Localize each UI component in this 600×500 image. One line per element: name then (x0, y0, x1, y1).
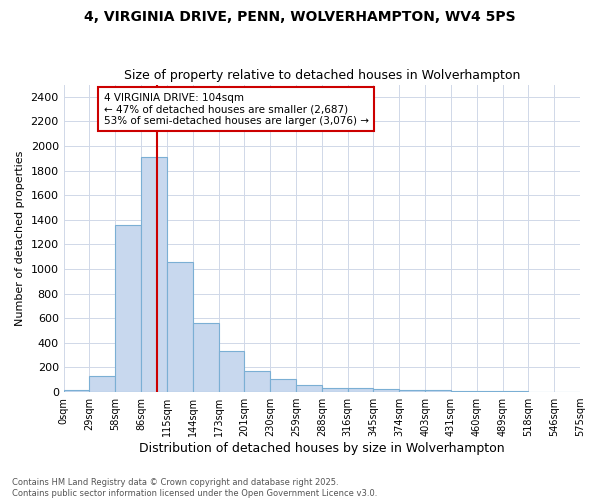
Bar (399, 390, 425, 392)
Bar (64, 390, 89, 392)
Bar (244, 371, 270, 392)
Text: 4 VIRGINIA DRIVE: 104sqm
← 47% of detached houses are smaller (2,687)
53% of sem: 4 VIRGINIA DRIVE: 104sqm ← 47% of detach… (104, 92, 368, 126)
Bar (270, 378, 296, 392)
Bar (89, 376, 115, 392)
Bar (373, 389, 399, 392)
Bar (425, 390, 451, 392)
Bar (296, 384, 322, 392)
Bar (167, 262, 193, 392)
X-axis label: Distribution of detached houses by size in Wolverhampton: Distribution of detached houses by size … (139, 442, 505, 455)
Y-axis label: Number of detached properties: Number of detached properties (15, 150, 25, 326)
Bar (193, 323, 218, 392)
Title: Size of property relative to detached houses in Wolverhampton: Size of property relative to detached ho… (124, 69, 520, 82)
Text: 4, VIRGINIA DRIVE, PENN, WOLVERHAMPTON, WV4 5PS: 4, VIRGINIA DRIVE, PENN, WOLVERHAMPTON, … (84, 10, 516, 24)
Bar (322, 388, 347, 392)
Bar (218, 351, 244, 392)
Bar (451, 391, 477, 392)
Bar (115, 225, 141, 392)
Text: Contains HM Land Registry data © Crown copyright and database right 2025.
Contai: Contains HM Land Registry data © Crown c… (12, 478, 377, 498)
Bar (141, 157, 167, 392)
Bar (347, 388, 373, 392)
